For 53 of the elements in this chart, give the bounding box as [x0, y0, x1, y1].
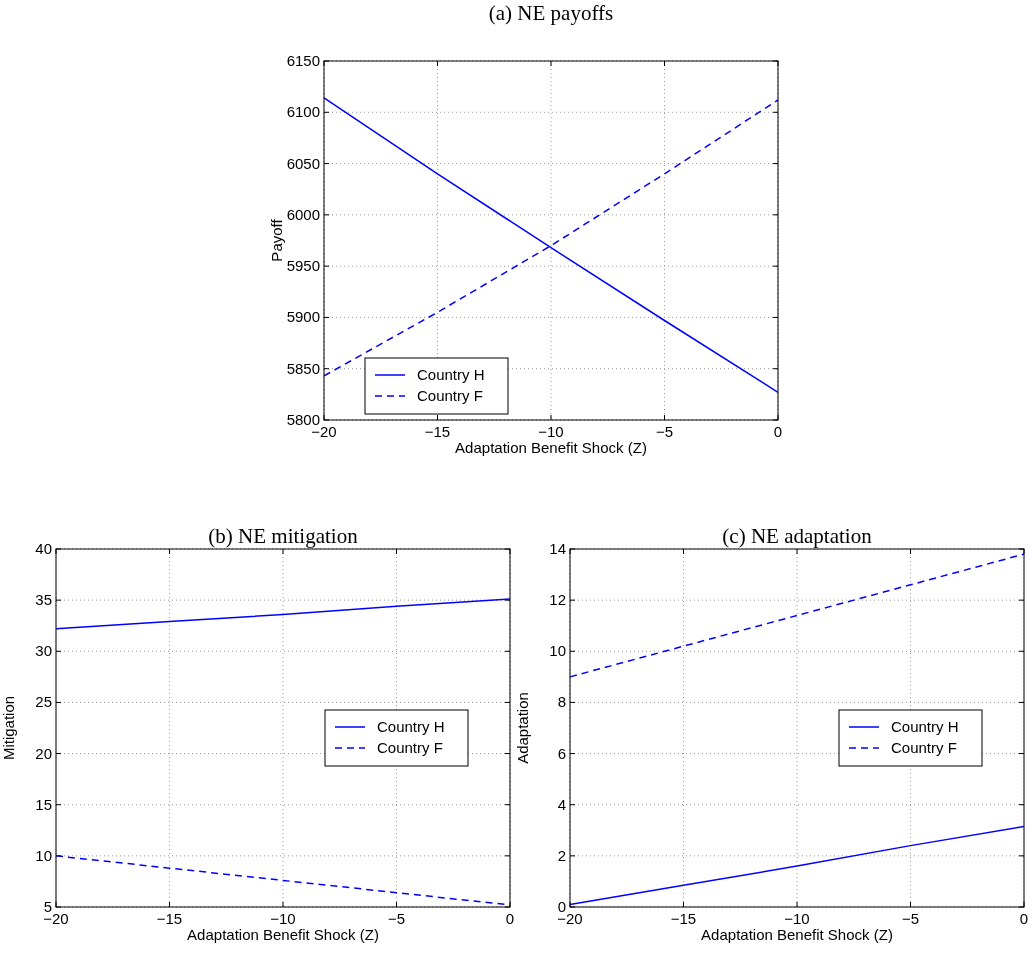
legend-label: Country H: [891, 718, 959, 735]
y-tick-label: 5850: [286, 359, 320, 377]
y-tick-label: 10: [549, 642, 566, 660]
y-tick-label: 8: [557, 693, 566, 711]
y-tick-label: 5900: [286, 308, 320, 326]
x-tick-label: −10: [270, 910, 296, 927]
y-axis-title: Mitigation: [0, 695, 17, 761]
x-axis-title: Adaptation Benefit Shock (Z): [455, 439, 647, 456]
legend-label: Country F: [891, 739, 957, 756]
y-axis-title: Adaptation: [514, 692, 531, 764]
y-tick-label: 12: [549, 591, 566, 609]
y-tick-label: 15: [35, 795, 52, 813]
y-tick-label: 25: [35, 693, 52, 711]
y-tick-label: 5800: [286, 411, 320, 428]
x-tick-label: 0: [505, 910, 515, 927]
x-tick-label: −15: [424, 423, 451, 440]
x-axis-title: Adaptation Benefit Shock (Z): [187, 926, 379, 943]
x-tick-label: −15: [670, 910, 697, 927]
legend-label: Country H: [377, 718, 445, 735]
y-tick-label: 20: [35, 744, 52, 762]
x-axis-title: Adaptation Benefit Shock (Z): [701, 926, 893, 943]
x-tick-label: −10: [784, 910, 810, 927]
chart-title: (c) NE adaptation: [722, 524, 873, 548]
y-tick-label: 6100: [286, 103, 320, 121]
y-tick-label: 5950: [286, 257, 320, 275]
legend-label: Country H: [417, 366, 485, 383]
y-tick-label: 6050: [286, 154, 320, 172]
y-tick-label: 10: [35, 846, 52, 864]
legend-label: Country F: [417, 387, 483, 404]
y-tick-label: 30: [35, 642, 52, 660]
line-series: [569, 553, 1025, 678]
y-tick-label: 35: [35, 591, 52, 609]
y-tick-label: 14: [549, 540, 566, 557]
x-tick-label: −15: [156, 910, 183, 927]
line-series: [55, 598, 511, 630]
x-tick-label: −5: [655, 423, 674, 440]
x-tick-label: 0: [1019, 910, 1029, 927]
y-tick-label: 5: [43, 898, 52, 915]
y-tick-label: 6150: [286, 52, 320, 69]
y-axis-title: Payoff: [268, 218, 285, 262]
y-tick-label: 6000: [286, 205, 320, 223]
y-tick-label: 6: [557, 744, 566, 762]
chart-title: (a) NE payoffs: [488, 1, 614, 25]
x-tick-label: −5: [387, 910, 406, 927]
x-tick-label: 0: [773, 423, 783, 440]
chart-title: (b) NE mitigation: [208, 524, 359, 548]
x-tick-label: −10: [538, 423, 564, 440]
y-tick-label: 40: [35, 540, 52, 557]
x-tick-label: −5: [901, 910, 920, 927]
y-tick-label: 0: [557, 898, 566, 915]
legend-label: Country F: [377, 739, 443, 756]
y-tick-label: 2: [557, 846, 566, 864]
y-tick-label: 4: [557, 795, 566, 813]
